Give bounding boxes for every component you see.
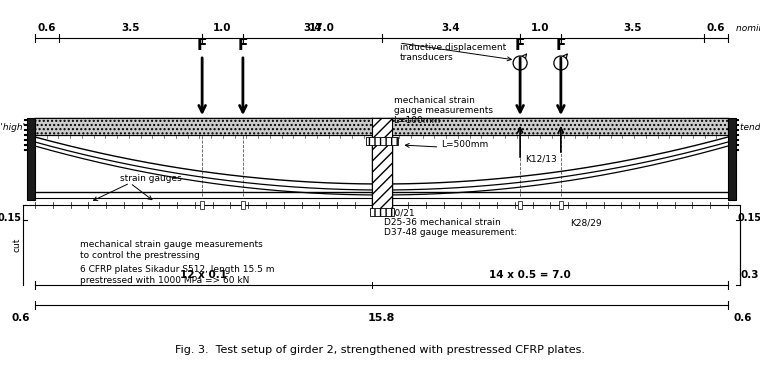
- Text: inductive displacement
transducers: inductive displacement transducers: [400, 43, 505, 62]
- Text: F: F: [197, 38, 207, 53]
- Text: D25-36 mechanical strain: D25-36 mechanical strain: [384, 218, 500, 227]
- Text: K28/29: K28/29: [570, 218, 602, 227]
- Text: 14 x 0.5 = 7.0: 14 x 0.5 = 7.0: [489, 270, 571, 280]
- Text: F: F: [238, 38, 248, 53]
- Text: to control the prestressing: to control the prestressing: [80, 251, 200, 260]
- Text: 15.8: 15.8: [368, 313, 395, 323]
- Text: 1.0: 1.0: [531, 23, 549, 33]
- Text: prestressed with 1000 MPa => 60 kN: prestressed with 1000 MPa => 60 kN: [80, 276, 249, 285]
- Bar: [366, 137, 397, 145]
- Text: cut: cut: [12, 238, 21, 252]
- Bar: [241, 201, 245, 209]
- Bar: [27, 118, 35, 200]
- Text: 3.4: 3.4: [303, 23, 321, 33]
- Text: Fig. 3.  Test setup of girder 2, strengthened with prestressed CFRP plates.: Fig. 3. Test setup of girder 2, strength…: [175, 345, 585, 355]
- Text: mechanical strain: mechanical strain: [394, 96, 474, 105]
- Text: D37-48 gauge measurement:: D37-48 gauge measurement:: [384, 228, 517, 237]
- Text: gauge measurements: gauge measurements: [394, 106, 492, 115]
- Text: K20/21: K20/21: [384, 208, 415, 217]
- Text: tendons 'low': tendons 'low': [740, 123, 760, 132]
- Text: K12/13: K12/13: [525, 155, 557, 164]
- Text: F: F: [556, 38, 566, 53]
- Text: L=100mm: L=100mm: [394, 116, 441, 125]
- Bar: [728, 118, 736, 200]
- Text: 0.15: 0.15: [738, 213, 760, 223]
- Text: nominal values: nominal values: [736, 24, 760, 33]
- Bar: [369, 208, 394, 216]
- Text: tendons 'high': tendons 'high': [0, 123, 25, 132]
- Bar: [200, 201, 204, 209]
- Text: 17.0: 17.0: [309, 23, 334, 33]
- Text: F: F: [515, 38, 525, 53]
- Bar: [35, 118, 728, 135]
- Text: 0.6: 0.6: [38, 23, 56, 33]
- Text: mechanical strain gauge measurements: mechanical strain gauge measurements: [80, 240, 263, 249]
- Text: 3.5: 3.5: [122, 23, 140, 33]
- Text: strain gauges: strain gauges: [120, 174, 182, 183]
- Text: 3.5: 3.5: [623, 23, 641, 33]
- Text: 0.3: 0.3: [741, 270, 759, 280]
- Text: 12 x 0.1: 12 x 0.1: [180, 270, 226, 280]
- Text: 1.0: 1.0: [214, 23, 232, 33]
- Text: 6 CFRP plates Sikadur S512, length 15.5 m: 6 CFRP plates Sikadur S512, length 15.5 …: [80, 265, 274, 274]
- Text: 0.15: 0.15: [0, 213, 22, 223]
- Text: 0.6: 0.6: [733, 313, 752, 323]
- Bar: [559, 201, 563, 209]
- Text: 0.6: 0.6: [707, 23, 725, 33]
- Bar: [518, 201, 522, 209]
- Text: 3.4: 3.4: [442, 23, 460, 33]
- Text: 0.6: 0.6: [11, 313, 30, 323]
- Text: L=500mm: L=500mm: [442, 140, 489, 149]
- Bar: [372, 118, 391, 215]
